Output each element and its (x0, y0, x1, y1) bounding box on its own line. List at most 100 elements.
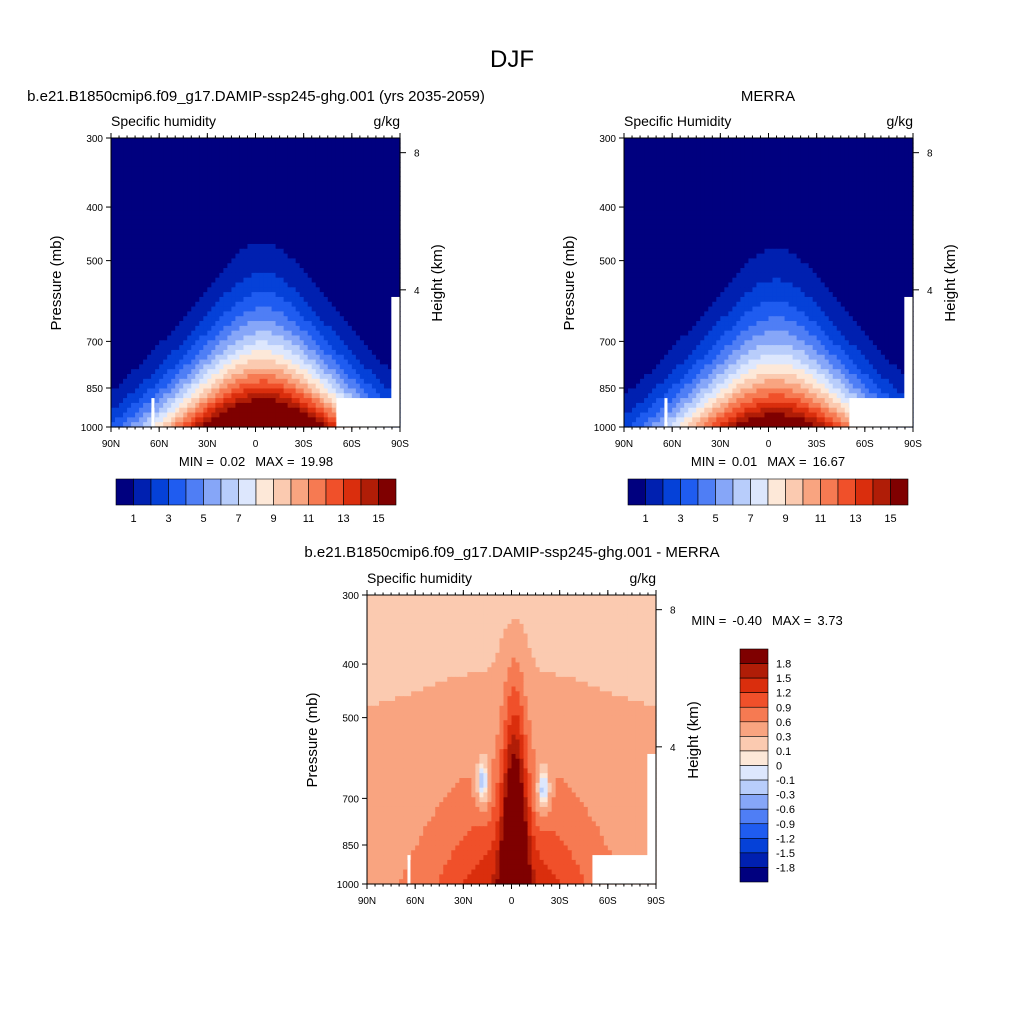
colorbar-label: -0.9 (776, 819, 795, 831)
colorbar-swatch (740, 678, 768, 693)
panel-title: MERRA (741, 88, 795, 105)
colorbar-label: 13 (337, 513, 349, 525)
merra-panel: MERRA Specific Humidity g/kg Pressure (m… (561, 88, 959, 525)
colorbar-label: 11 (303, 513, 314, 525)
panel-title: b.e21.B1850cmip6.f09_g17.DAMIP-ssp245-gh… (304, 544, 719, 561)
x-tick-label: 90N (615, 439, 633, 450)
colorbar-swatch (740, 649, 768, 664)
colorbar-swatch (751, 479, 769, 505)
x-tick-label: 0 (509, 896, 515, 907)
y2-tick-label: 8 (414, 149, 420, 160)
colorbar-swatch (740, 766, 768, 781)
y-axis-label: Pressure (mb) (48, 235, 65, 330)
colorbar-swatch (344, 479, 362, 505)
panel-variable-label: Specific Humidity (624, 113, 731, 129)
panel-variable-label: Specific humidity (367, 570, 472, 586)
colorbar-swatch (204, 479, 222, 505)
colorbar-label: -0.3 (776, 790, 795, 802)
colorbar-label: -1.2 (776, 833, 795, 845)
colorbar-label: 15 (884, 513, 896, 525)
colorbar-label: 1 (642, 513, 648, 525)
y-tick-label: 400 (599, 203, 616, 214)
colorbar-label: 15 (372, 513, 384, 525)
x-tick-label: 90S (647, 896, 665, 907)
colorbar-label: 0.1 (776, 746, 791, 758)
y-tick-label: 500 (599, 257, 616, 268)
colorbar-label: -0.6 (776, 804, 795, 816)
colorbar-swatch (740, 780, 768, 795)
x-tick-label: 90N (358, 896, 376, 907)
x-tick-label: 60N (663, 439, 681, 450)
contour-field (624, 138, 914, 428)
colorbar-swatch (740, 693, 768, 708)
y2-tick-label: 4 (414, 286, 420, 297)
colorbar-label: 5 (712, 513, 718, 525)
x-tick-label: 60S (343, 439, 361, 450)
colorbar-label: 3 (677, 513, 683, 525)
colorbar-swatch (786, 479, 804, 505)
colorbar-swatch (740, 867, 768, 882)
colorbar-swatch (740, 824, 768, 839)
y-tick-label: 300 (86, 134, 103, 145)
colorbar-label: 9 (270, 513, 276, 525)
model-panel: b.e21.B1850cmip6.f09_g17.DAMIP-ssp245-gh… (27, 88, 485, 525)
y2-tick-label: 4 (927, 286, 933, 297)
colorbar-swatch (716, 479, 734, 505)
panel-units-label: g/kg (887, 113, 913, 129)
x-tick-label: 60S (856, 439, 874, 450)
y-tick-label: 1000 (337, 880, 360, 891)
x-tick-label: 30N (454, 896, 472, 907)
y-tick-label: 500 (342, 714, 359, 725)
colorbar-swatch (186, 479, 204, 505)
x-tick-label: 30S (295, 439, 313, 450)
contour-field (367, 595, 657, 885)
colorbar-swatch (740, 751, 768, 766)
colorbar-label: 7 (747, 513, 753, 525)
x-tick-label: 90S (391, 439, 409, 450)
y-tick-label: 700 (599, 337, 616, 348)
colorbar-label: -1.8 (776, 862, 795, 874)
colorbar-swatch (256, 479, 274, 505)
colorbar-swatch (856, 479, 874, 505)
x-tick-label: 30N (198, 439, 216, 450)
colorbar-swatch (151, 479, 169, 505)
colorbar-swatch (740, 722, 768, 737)
y-tick-label: 1000 (594, 423, 617, 434)
colorbar-label: -0.1 (776, 775, 795, 787)
x-tick-label: 60N (150, 439, 168, 450)
panel-units-label: g/kg (374, 113, 400, 129)
x-tick-label: 0 (766, 439, 772, 450)
x-tick-label: 60S (599, 896, 617, 907)
y2-tick-label: 4 (670, 743, 676, 754)
colorbar-label: 0.6 (776, 717, 791, 729)
colorbar-swatch (768, 479, 786, 505)
y-tick-label: 1000 (81, 423, 104, 434)
colorbar-label: 13 (849, 513, 861, 525)
y-axis-label: Pressure (mb) (561, 235, 578, 330)
y-tick-label: 400 (86, 203, 103, 214)
colorbar-label: -1.5 (776, 848, 795, 860)
colorbar-label: 0.9 (776, 702, 791, 714)
colorbar-swatch (740, 838, 768, 853)
y-tick-label: 700 (342, 794, 359, 805)
colorbar-swatch (663, 479, 681, 505)
colorbar-swatch (740, 795, 768, 810)
colorbar-label: 5 (200, 513, 206, 525)
colorbar-swatch (291, 479, 309, 505)
x-tick-label: 60N (406, 896, 424, 907)
colorbar-swatch (838, 479, 856, 505)
panel-units-label: g/kg (630, 570, 656, 586)
y-tick-label: 300 (342, 591, 359, 602)
panel-title: b.e21.B1850cmip6.f09_g17.DAMIP-ssp245-gh… (27, 88, 485, 105)
colorbar-swatch (740, 736, 768, 751)
x-tick-label: 90N (102, 439, 120, 450)
y2-tick-label: 8 (670, 606, 676, 617)
colorbar-swatch (646, 479, 664, 505)
colorbar-swatch (740, 707, 768, 722)
colorbar-swatch (361, 479, 379, 505)
colorbar-swatch (379, 479, 397, 505)
y-tick-label: 400 (342, 660, 359, 671)
